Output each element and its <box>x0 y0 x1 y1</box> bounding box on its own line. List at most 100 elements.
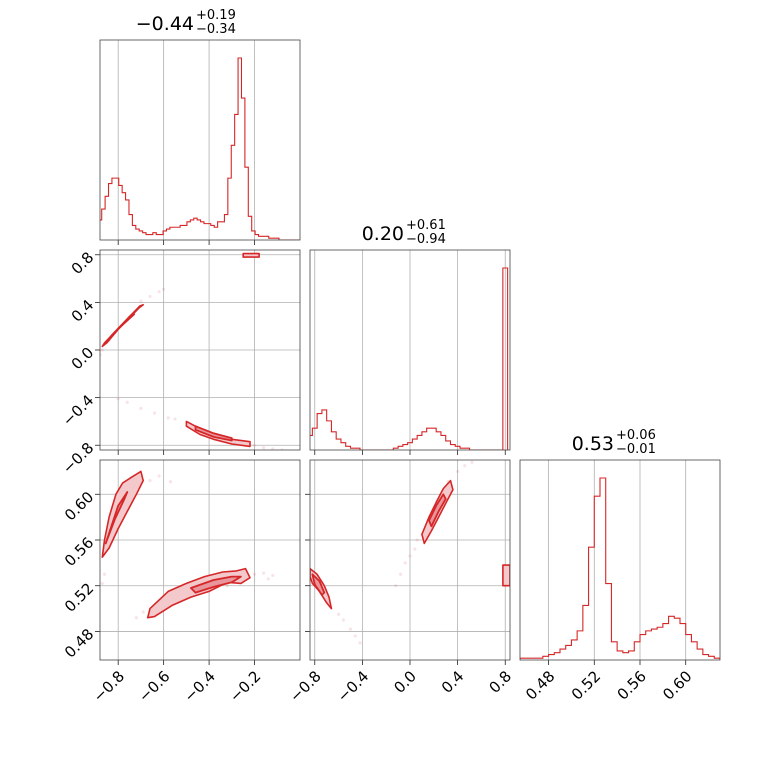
contour-inner <box>190 575 242 594</box>
sample-point <box>134 616 138 620</box>
title-minus-0: −0.34 <box>196 22 236 37</box>
x-tick-label: −0.8 <box>90 667 128 705</box>
y-tick-label: −0.4 <box>59 391 97 429</box>
sample-point <box>100 348 104 352</box>
sample-point <box>252 443 257 447</box>
sample-point <box>456 469 460 474</box>
sample-point <box>271 573 275 578</box>
sample-point <box>173 417 177 421</box>
y-tick-label: 0.4 <box>68 296 98 326</box>
title-minus-2: −0.01 <box>616 442 656 457</box>
sample-point <box>166 416 170 420</box>
histogram-param-0 <box>100 57 300 240</box>
sample-point <box>148 478 152 483</box>
title-value-0: −0.44 <box>136 13 194 35</box>
sample-point <box>139 406 143 410</box>
panel-frame-1-0 <box>99 249 301 451</box>
x-tick-label: −0.8 <box>286 667 324 705</box>
grid-1-0 <box>100 250 300 450</box>
sample-point <box>470 460 474 464</box>
contour-inner <box>110 313 135 337</box>
axes-layer <box>95 39 721 665</box>
sample-point <box>408 554 412 558</box>
sample-point <box>100 581 104 586</box>
sample-point <box>415 538 419 542</box>
sample-point <box>168 480 173 484</box>
sample-point <box>413 547 417 551</box>
y-tick-label: 0.8 <box>68 248 98 278</box>
title-plus-0: +0.19 <box>196 8 236 23</box>
title-minus-1: −0.94 <box>406 232 446 247</box>
panel-frame-2-0 <box>99 459 301 661</box>
sample-point <box>336 612 341 616</box>
title-value-2: 0.53 <box>572 433 614 455</box>
data-layer <box>100 57 720 660</box>
text-layer: −0.8 −0.6 −0.4 −0.2 −0.8 −0.4 0.0 0.4 0.8 0.48 0.5… <box>59 8 696 706</box>
x-tick-label: 0.8 <box>486 667 516 697</box>
histogram-param-2 <box>520 477 720 660</box>
x-tick-label: −0.6 <box>135 667 173 705</box>
sample-point <box>463 464 467 468</box>
panel-frame-1-1 <box>309 249 511 451</box>
sample-point <box>271 447 275 450</box>
x-tick-label: −0.2 <box>226 667 264 705</box>
contour-inner <box>311 573 326 596</box>
sample-point <box>341 618 345 622</box>
grid-2-2 <box>548 460 687 660</box>
grid-layer <box>100 40 687 660</box>
x-tick-label: 0.48 <box>522 667 558 703</box>
sample-point <box>398 572 403 576</box>
contour-group-1-0 <box>100 252 284 450</box>
sample-point <box>157 290 161 294</box>
title-plus-2: +0.06 <box>616 428 656 443</box>
contour-outer <box>502 564 510 587</box>
contour-inner <box>194 425 233 442</box>
y-tick-label: 0.60 <box>61 488 97 524</box>
sample-point <box>152 411 157 415</box>
sample-point <box>262 446 266 450</box>
contour-group-2-1 <box>310 460 510 645</box>
histogram-param-1 <box>310 267 509 450</box>
sample-point <box>266 577 270 581</box>
contour-outer <box>101 470 144 558</box>
sample-point <box>157 474 161 478</box>
sample-point <box>348 627 353 631</box>
sample-point <box>139 299 143 303</box>
grid-2-1 <box>310 460 510 660</box>
sample-point <box>102 572 107 576</box>
contour-inner <box>104 491 129 545</box>
sample-point <box>252 572 257 576</box>
sample-point <box>358 641 362 645</box>
sample-point <box>116 397 120 401</box>
contour-inner <box>428 493 447 528</box>
y-tick-label: 0.0 <box>68 344 98 374</box>
sample-point <box>262 571 266 575</box>
x-tick-label: −0.4 <box>334 667 372 705</box>
sample-point <box>394 584 398 588</box>
panel-frame-2-1 <box>309 459 511 661</box>
sample-point <box>225 584 229 588</box>
contour-group-2-0 <box>100 470 275 620</box>
title-value-1: 0.20 <box>362 223 404 245</box>
sample-point <box>148 294 152 299</box>
contour-outer <box>242 252 260 258</box>
panel-frame-0-0 <box>99 39 301 241</box>
sample-point <box>125 400 129 404</box>
y-tick-label: −0.8 <box>59 439 97 477</box>
sample-point <box>162 287 166 291</box>
grid-0-0 <box>117 40 255 240</box>
x-tick-label: 0.4 <box>438 667 468 697</box>
y-tick-label: 0.52 <box>61 579 97 615</box>
x-tick-label: 0.56 <box>614 667 650 703</box>
panel-frame-2-2 <box>519 459 721 661</box>
sample-point <box>141 610 145 614</box>
grid-1-1 <box>314 250 506 450</box>
sample-point <box>403 561 407 565</box>
y-tick-label: 0.56 <box>61 534 97 570</box>
x-tick-label: 0.0 <box>390 667 420 697</box>
x-tick-label: 0.60 <box>659 667 695 703</box>
sample-point <box>353 634 357 638</box>
title-plus-1: +0.61 <box>406 218 446 233</box>
x-tick-label: 0.52 <box>568 667 604 703</box>
